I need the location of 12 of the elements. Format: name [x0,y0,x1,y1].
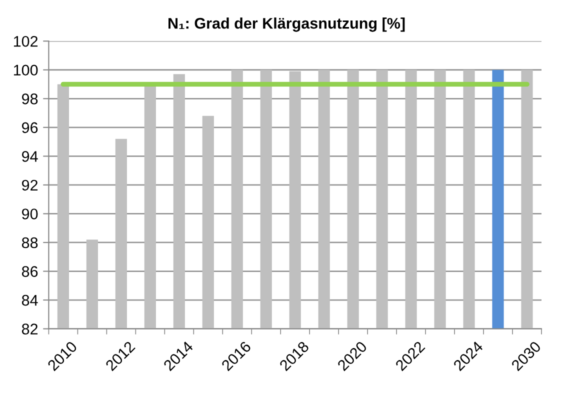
chart-title: N₁: Grad der Klärgasnutzung [%] [168,18,405,32]
y-tick-label: 100 [14,64,38,76]
y-tick-label: 86 [22,266,38,277]
y-tick-label: 94 [22,151,38,162]
y-tick-label: 84 [22,294,38,306]
y-tick-label: 90 [22,208,38,220]
y-tick-label: 102 [14,36,38,47]
y-tick-label: 96 [22,122,38,134]
y-tick-label: 82 [22,324,38,334]
y-tick-label: 88 [22,237,38,248]
y-tick-label: 98 [22,94,38,104]
y-tick-label: 92 [22,180,38,191]
